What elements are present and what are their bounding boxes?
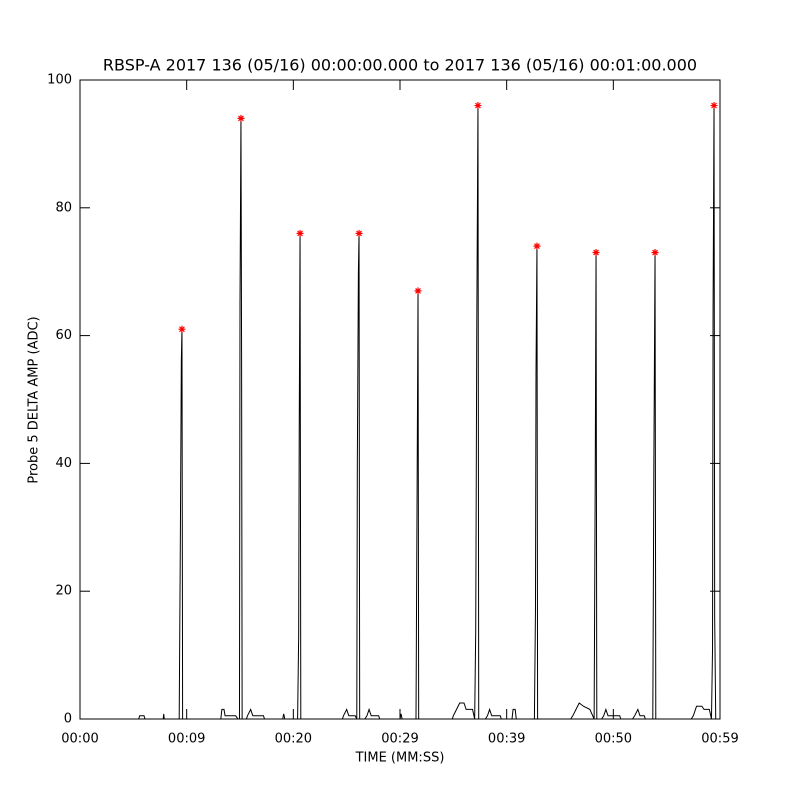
x-tick-label: 00:39 [488,732,525,747]
peak-marker [651,249,659,257]
peak-marker [296,229,304,237]
peak-marker [533,242,541,250]
x-tick-label: 00:09 [168,732,205,747]
peak-marker [592,249,600,257]
y-tick-label: 80 [55,200,72,215]
signal-line [80,105,717,720]
x-tick-label: 00:29 [381,732,418,747]
x-tick-label: 00:20 [275,732,312,747]
peak-marker [710,102,718,110]
y-tick-label: 20 [55,584,72,599]
x-axis-label: TIME (MM:SS) [355,751,445,766]
y-tick-label: 60 [55,328,72,343]
chart-title: RBSP-A 2017 136 (05/16) 00:00:00.000 to … [103,56,697,75]
peak-marker [414,287,422,295]
plot-frame [79,79,721,720]
peak-marker [178,325,186,333]
y-tick-label: 100 [47,73,72,88]
x-tick-label: 00:59 [701,732,738,747]
y-axis-label: Probe 5 DELTA AMP (ADC) [27,316,42,483]
x-tick-label: 00:00 [61,732,98,747]
y-tick-label: 0 [64,712,72,727]
peak-marker [474,102,482,110]
y-tick-label: 40 [55,456,72,471]
x-tick-label: 00:50 [595,732,632,747]
peak-marker [237,114,245,122]
peak-marker [355,229,363,237]
